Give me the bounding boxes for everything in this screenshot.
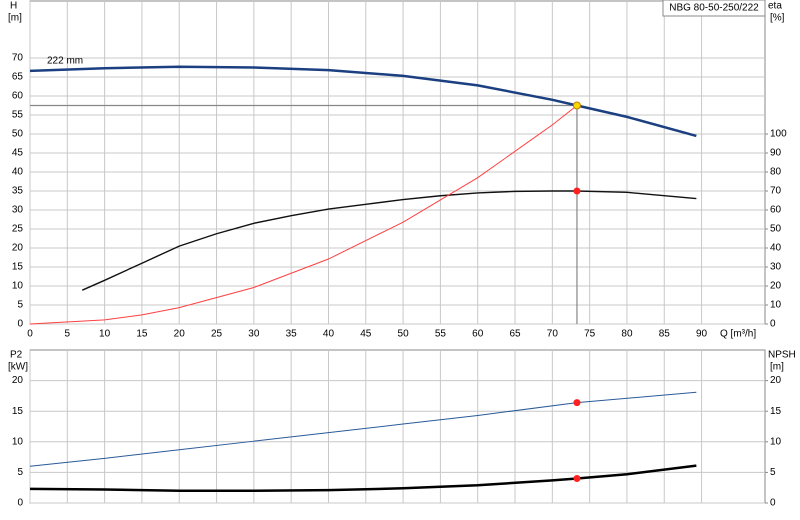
curve: [29, 464, 697, 493]
y-tick-label: 55: [12, 110, 24, 121]
curve-label: 222 mm: [47, 56, 83, 67]
x-tick-label: 75: [584, 329, 596, 340]
y2-tick-label: 40: [770, 243, 782, 254]
y-tick-label: 70: [12, 53, 24, 64]
x-tick-label: 35: [286, 329, 298, 340]
y-tick-label: 15: [12, 262, 24, 273]
x-tick-label: 80: [621, 329, 633, 340]
y2-tick-label: 80: [770, 167, 782, 178]
y-axis-unit: [m]: [8, 13, 22, 24]
operating-point: [572, 101, 581, 110]
x-tick-label: 85: [659, 329, 671, 340]
curve: [81, 190, 697, 291]
x-tick-label: 55: [435, 329, 447, 340]
y2-tick-label: 70: [770, 186, 782, 197]
x-tick-label: 65: [509, 329, 521, 340]
y2-tick-label: 30: [770, 262, 782, 273]
x-tick-label: 90: [696, 329, 708, 340]
y-tick-label: 20: [12, 243, 24, 254]
y2-tick-label: 20: [770, 375, 782, 386]
x-tick-label: 10: [99, 329, 111, 340]
x-tick-label: 45: [360, 329, 372, 340]
y2-tick-label: 15: [770, 406, 782, 417]
curve: [29, 391, 697, 467]
curve: [29, 65, 697, 138]
y-tick-label: 0: [17, 498, 23, 509]
y2-tick-label: 10: [770, 300, 782, 311]
y-tick-label: 10: [12, 436, 24, 447]
y2-tick-label: 60: [770, 205, 782, 216]
y2-tick-label: 100: [770, 129, 787, 140]
y2-tick-label: 5: [770, 467, 776, 478]
y-tick-label: 35: [12, 186, 24, 197]
y2-tick-label: 0: [770, 498, 776, 509]
x-tick-label: 30: [248, 329, 260, 340]
y-tick-label: 5: [17, 300, 23, 311]
title-box: [662, 0, 766, 17]
x-tick-label: 5: [65, 329, 71, 340]
y-tick-label: 5: [17, 467, 23, 478]
y2-tick-label: 50: [770, 224, 782, 235]
y-tick-label: 50: [12, 129, 24, 140]
x-tick-label: 20: [174, 329, 186, 340]
y-tick-label: 15: [12, 406, 24, 417]
x-axis-label: Q [m³/h]: [720, 329, 756, 340]
y2-tick-label: 20: [770, 281, 782, 292]
x-tick-label: 40: [323, 329, 335, 340]
y-tick-label: 40: [12, 167, 24, 178]
x-tick-label: 15: [136, 329, 148, 340]
x-tick-label: 50: [398, 329, 410, 340]
x-tick-label: 70: [547, 329, 559, 340]
plot-area: [29, 349, 766, 504]
x-tick-label: 60: [472, 329, 484, 340]
chart-title: NBG 80-50-250/222: [669, 3, 759, 14]
y-tick-label: 10: [12, 281, 24, 292]
operating-point: [573, 399, 581, 407]
y-tick-label: 20: [12, 375, 24, 386]
y2-axis-label: eta: [768, 1, 782, 12]
y2-tick-label: 0: [770, 319, 776, 330]
y-tick-label: 60: [12, 91, 24, 102]
y-tick-label: 0: [17, 319, 23, 330]
y-axis-label: H: [10, 1, 17, 12]
y-axis-unit: [kW]: [8, 362, 28, 373]
y2-tick-label: 90: [770, 148, 782, 159]
x-tick-label: 0: [27, 329, 33, 340]
operating-point: [573, 475, 581, 483]
y-tick-label: 65: [12, 72, 24, 83]
y2-axis-unit: [%]: [770, 13, 785, 24]
y-tick-label: 45: [12, 148, 24, 159]
y2-axis-unit: [m]: [770, 362, 784, 373]
plot-area: [29, 0, 766, 325]
y-tick-label: 30: [12, 205, 24, 216]
y2-axis-label: NPSH: [768, 350, 796, 361]
operating-point: [573, 187, 581, 195]
y-axis-label: P2: [10, 350, 23, 361]
x-tick-label: 25: [211, 329, 223, 340]
curve: [29, 105, 578, 325]
y2-tick-label: 10: [770, 436, 782, 447]
y-tick-label: 25: [12, 224, 24, 235]
